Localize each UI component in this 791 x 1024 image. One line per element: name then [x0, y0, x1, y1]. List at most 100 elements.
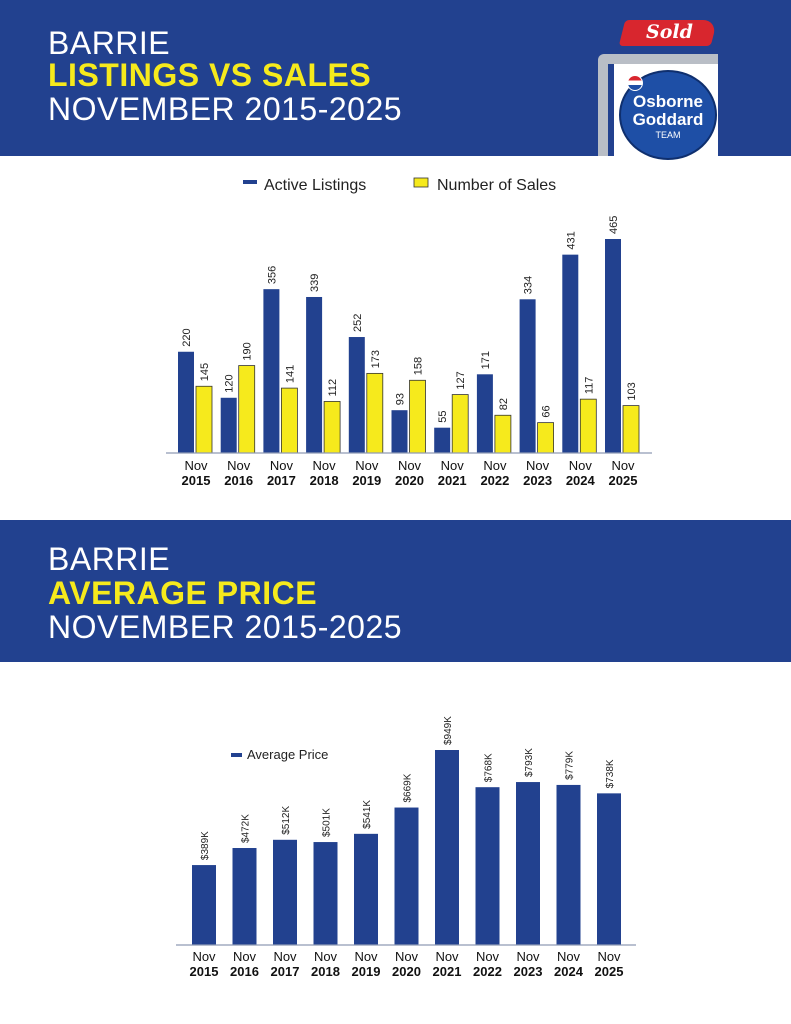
data-label-active-listings: 431: [565, 231, 577, 249]
bar-active-listings: [220, 397, 237, 453]
x-tick-label-month: Nov: [526, 458, 550, 473]
x-tick-label-month: Nov: [192, 949, 216, 964]
sign-panel: Osborne Goddard TEAM: [614, 64, 718, 160]
data-label-average-price: $768K: [484, 753, 495, 782]
balloon-icon: [627, 75, 643, 91]
data-label-active-listings: 356: [266, 266, 278, 284]
x-tick-label-month: Nov: [314, 949, 338, 964]
header-banner-average-price: BARRIE AVERAGE PRICE NOVEMBER 2015-2025: [0, 520, 791, 662]
legend-swatch-active-listings: [243, 180, 257, 184]
data-label-average-price: $389K: [200, 831, 211, 860]
bar-number-of-sales: [195, 385, 213, 454]
data-label-number-of-sales: 103: [626, 382, 638, 400]
x-tick-label-year: 2021: [438, 473, 467, 488]
x-tick-label-month: Nov: [569, 458, 593, 473]
x-tick-label-month: Nov: [227, 458, 251, 473]
bar-active-listings: [348, 337, 365, 453]
x-tick-label-year: 2020: [392, 964, 421, 979]
bar-average-price: [556, 784, 581, 945]
x-tick-label-month: Nov: [516, 949, 540, 964]
x-tick-label-month: Nov: [355, 458, 379, 473]
x-tick-label-month: Nov: [233, 949, 257, 964]
banner-period: NOVEMBER 2015-2025: [48, 91, 403, 127]
legend-label-average-price: Average Price: [247, 747, 328, 762]
bar-average-price: [516, 782, 540, 945]
x-tick-label-year: 2018: [311, 964, 340, 979]
banner-highlight-title: AVERAGE PRICE: [48, 575, 318, 611]
data-label-average-price: $501K: [322, 808, 333, 837]
data-label-active-listings: 120: [224, 374, 236, 392]
data-label-number-of-sales: 190: [242, 342, 254, 360]
x-tick-label-year: 2023: [523, 473, 552, 488]
legend-label-number-of-sales: Number of Sales: [437, 177, 556, 194]
bar-number-of-sales: [579, 398, 597, 454]
data-label-active-listings: 93: [395, 393, 407, 405]
x-tick-label-year: 2015: [182, 473, 211, 488]
data-label-number-of-sales: 117: [583, 377, 595, 395]
x-tick-label-month: Nov: [273, 949, 297, 964]
header-banner-listings: BARRIE LISTINGS VS SALES NOVEMBER 2015-2…: [0, 0, 791, 160]
x-tick-label-month: Nov: [398, 458, 422, 473]
average-price-chart: Average Price$389KNov2015$472KNov2016$51…: [176, 716, 636, 979]
data-label-active-listings: 220: [181, 328, 193, 346]
bar-average-price: [273, 839, 297, 945]
x-tick-label-month: Nov: [184, 458, 208, 473]
x-tick-label-year: 2023: [514, 964, 543, 979]
sold-sign-logo: Sold Osborne Goddard TEAM: [594, 18, 724, 160]
team-logo: Osborne Goddard TEAM: [619, 70, 717, 160]
x-tick-label-month: Nov: [441, 458, 465, 473]
legend-label-active-listings: Active Listings: [264, 177, 366, 194]
data-label-average-price: $793K: [524, 748, 535, 777]
bar-average-price: [232, 848, 257, 945]
bar-active-listings: [605, 239, 621, 453]
bar-number-of-sales: [280, 387, 298, 454]
bar-number-of-sales: [451, 394, 469, 454]
x-tick-label-month: Nov: [270, 458, 294, 473]
x-tick-label-year: 2025: [595, 964, 624, 979]
data-label-average-price: $472K: [241, 814, 252, 843]
x-tick-label-year: 2015: [190, 964, 219, 979]
bar-number-of-sales: [537, 422, 554, 454]
x-tick-label-month: Nov: [483, 458, 507, 473]
x-tick-label-month: Nov: [313, 458, 337, 473]
bar-number-of-sales: [366, 372, 384, 454]
bar-average-price: [475, 787, 500, 945]
x-tick-label-year: 2019: [352, 964, 381, 979]
bar-average-price: [597, 793, 621, 945]
legend-swatch-average-price: [231, 753, 242, 757]
bar-average-price: [313, 842, 338, 945]
data-label-number-of-sales: 141: [284, 365, 296, 383]
bar-average-price: [354, 833, 378, 945]
bar-number-of-sales: [494, 414, 512, 454]
x-tick-label-year: 2024: [566, 473, 596, 488]
x-tick-label-month: Nov: [597, 949, 621, 964]
x-tick-label-year: 2019: [352, 473, 381, 488]
x-tick-label-year: 2022: [480, 473, 509, 488]
bar-average-price: [192, 865, 216, 945]
logo-line-1: Osborne: [633, 92, 703, 111]
bar-active-listings: [476, 374, 493, 453]
sign-post-arm: [598, 54, 718, 64]
x-tick-label-month: Nov: [557, 949, 581, 964]
data-label-active-listings: 171: [480, 351, 492, 369]
legend-swatch-number-of-sales: [413, 177, 429, 188]
data-label-average-price: $738K: [605, 759, 616, 788]
data-label-average-price: $541K: [362, 800, 373, 829]
bar-number-of-sales: [238, 365, 256, 454]
banner-highlight-title: LISTINGS VS SALES: [48, 57, 372, 93]
data-label-number-of-sales: 145: [199, 363, 211, 381]
data-label-active-listings: 252: [352, 314, 364, 332]
data-label-number-of-sales: 112: [327, 379, 339, 397]
bar-active-listings: [263, 289, 280, 453]
bar-active-listings: [178, 351, 194, 453]
x-tick-label-month: Nov: [476, 949, 500, 964]
x-tick-label-year: 2016: [224, 473, 253, 488]
bar-number-of-sales: [409, 379, 426, 454]
data-label-number-of-sales: 158: [413, 357, 425, 375]
sign-post: [598, 58, 608, 156]
data-label-active-listings: 55: [437, 410, 449, 422]
data-label-number-of-sales: 82: [498, 398, 510, 410]
x-tick-label-month: Nov: [395, 949, 419, 964]
bar-number-of-sales: [323, 401, 341, 454]
x-tick-label-month: Nov: [354, 949, 378, 964]
